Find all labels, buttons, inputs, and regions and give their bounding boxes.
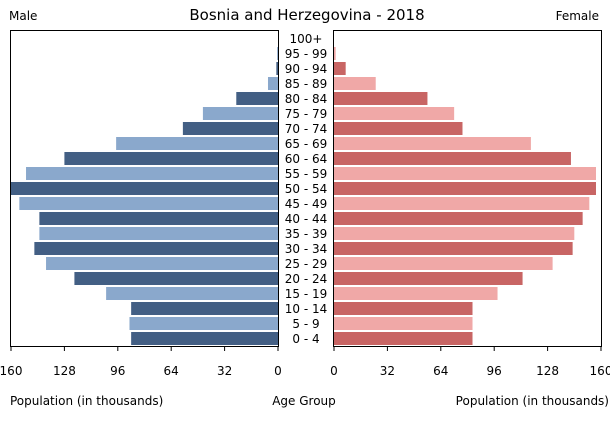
male-bar-75-79 (202, 107, 278, 120)
age-group-label: 0 - 4 (292, 332, 319, 346)
chart-title: Bosnia and Herzegovina - 2018 (189, 6, 424, 24)
age-group-label: 10 - 14 (285, 302, 328, 316)
male-bar-90-94 (276, 62, 278, 75)
female-bar-75-79 (334, 107, 455, 120)
age-group-label: 40 - 44 (285, 212, 328, 226)
female-tick-label: 160 (590, 364, 610, 378)
male-bar-30-34 (34, 242, 278, 255)
female-bar-25-29 (334, 257, 553, 270)
age-group-label: 5 - 9 (292, 317, 319, 331)
age-group-label: 60 - 64 (285, 152, 328, 166)
age-group-label: 25 - 29 (285, 257, 328, 271)
male-bar-55-59 (26, 167, 278, 180)
age-group-label: 90 - 94 (285, 62, 328, 76)
age-group-label: 65 - 69 (285, 137, 328, 151)
age-group-label: 95 - 99 (285, 47, 328, 61)
age-group-label: 85 - 89 (285, 77, 328, 91)
male-bar-85-89 (267, 77, 278, 90)
male-bar-20-24 (74, 272, 278, 285)
female-bar-80-84 (334, 92, 428, 105)
female-bar-55-59 (334, 167, 596, 180)
age-group-label: 75 - 79 (285, 107, 328, 121)
female-tick-label: 32 (380, 364, 395, 378)
age-group-label: 50 - 54 (285, 182, 328, 196)
x-axis-label-center: Age Group (272, 394, 336, 408)
male-tick-label: 0 (274, 364, 282, 378)
female-bar-45-49 (334, 197, 590, 210)
male-tick-label: 128 (53, 364, 76, 378)
male-bar-60-64 (64, 152, 279, 165)
female-tick-label: 96 (487, 364, 502, 378)
female-bar-90-94 (334, 62, 346, 75)
age-group-label: 35 - 39 (285, 227, 328, 241)
female-bar-20-24 (334, 272, 523, 285)
female-bar-30-34 (334, 242, 573, 255)
male-bar-95-99 (277, 47, 278, 60)
female-bar-50-54 (334, 182, 596, 195)
male-bar-65-69 (116, 137, 278, 150)
age-group-label: 70 - 74 (285, 122, 328, 136)
female-label: Female (556, 9, 599, 23)
male-bar-25-29 (46, 257, 278, 270)
male-bar-45-49 (19, 197, 279, 210)
male-bar-50-54 (11, 182, 278, 195)
female-panel (333, 30, 602, 347)
male-bar-15-19 (106, 287, 279, 300)
male-bar-80-84 (236, 92, 278, 105)
female-bar-95-99 (334, 47, 336, 60)
male-tick-label: 32 (217, 364, 232, 378)
female-bar-0-4 (334, 332, 473, 345)
male-plot-frame (10, 30, 279, 347)
female-bar-10-14 (334, 302, 473, 315)
female-axis-ticks: 0 32 64 96 128 160 (330, 346, 610, 378)
female-bar-70-74 (334, 122, 463, 135)
female-bar-65-69 (334, 137, 531, 150)
male-tick-label: 96 (110, 364, 125, 378)
female-bar-5-9 (334, 317, 473, 330)
age-group-label: 80 - 84 (285, 92, 328, 106)
x-axis-label-right: Population (in thousands) (456, 394, 609, 408)
male-bars (11, 47, 279, 345)
female-tick-label: 0 (330, 364, 338, 378)
female-tick-label: 64 (433, 364, 448, 378)
age-group-label: 100+ (290, 32, 323, 46)
female-tick-label: 128 (536, 364, 559, 378)
male-tick-label: 64 (164, 364, 179, 378)
age-group-label: 45 - 49 (285, 197, 328, 211)
female-bar-35-39 (334, 227, 575, 240)
age-group-label: 30 - 34 (285, 242, 328, 256)
age-group-label: 55 - 59 (285, 167, 328, 181)
female-bar-15-19 (334, 287, 498, 300)
male-bar-35-39 (39, 227, 279, 240)
male-axis-ticks: 160 128 96 64 32 0 (0, 346, 282, 378)
male-bar-70-74 (182, 122, 278, 135)
female-bar-60-64 (334, 152, 571, 165)
male-bar-10-14 (131, 302, 278, 315)
female-bar-85-89 (334, 77, 376, 90)
male-label: Male (9, 9, 37, 23)
age-group-label: 15 - 19 (285, 287, 328, 301)
x-axis-label-left: Population (in thousands) (10, 394, 163, 408)
male-panel (10, 30, 279, 347)
age-group-label: 20 - 24 (285, 272, 328, 286)
male-bar-0-4 (131, 332, 278, 345)
female-plot-frame (333, 30, 602, 347)
male-tick-label: 160 (0, 364, 22, 378)
female-bars (334, 47, 596, 345)
male-bar-40-44 (39, 212, 279, 225)
male-bar-5-9 (129, 317, 278, 330)
female-bar-40-44 (334, 212, 583, 225)
